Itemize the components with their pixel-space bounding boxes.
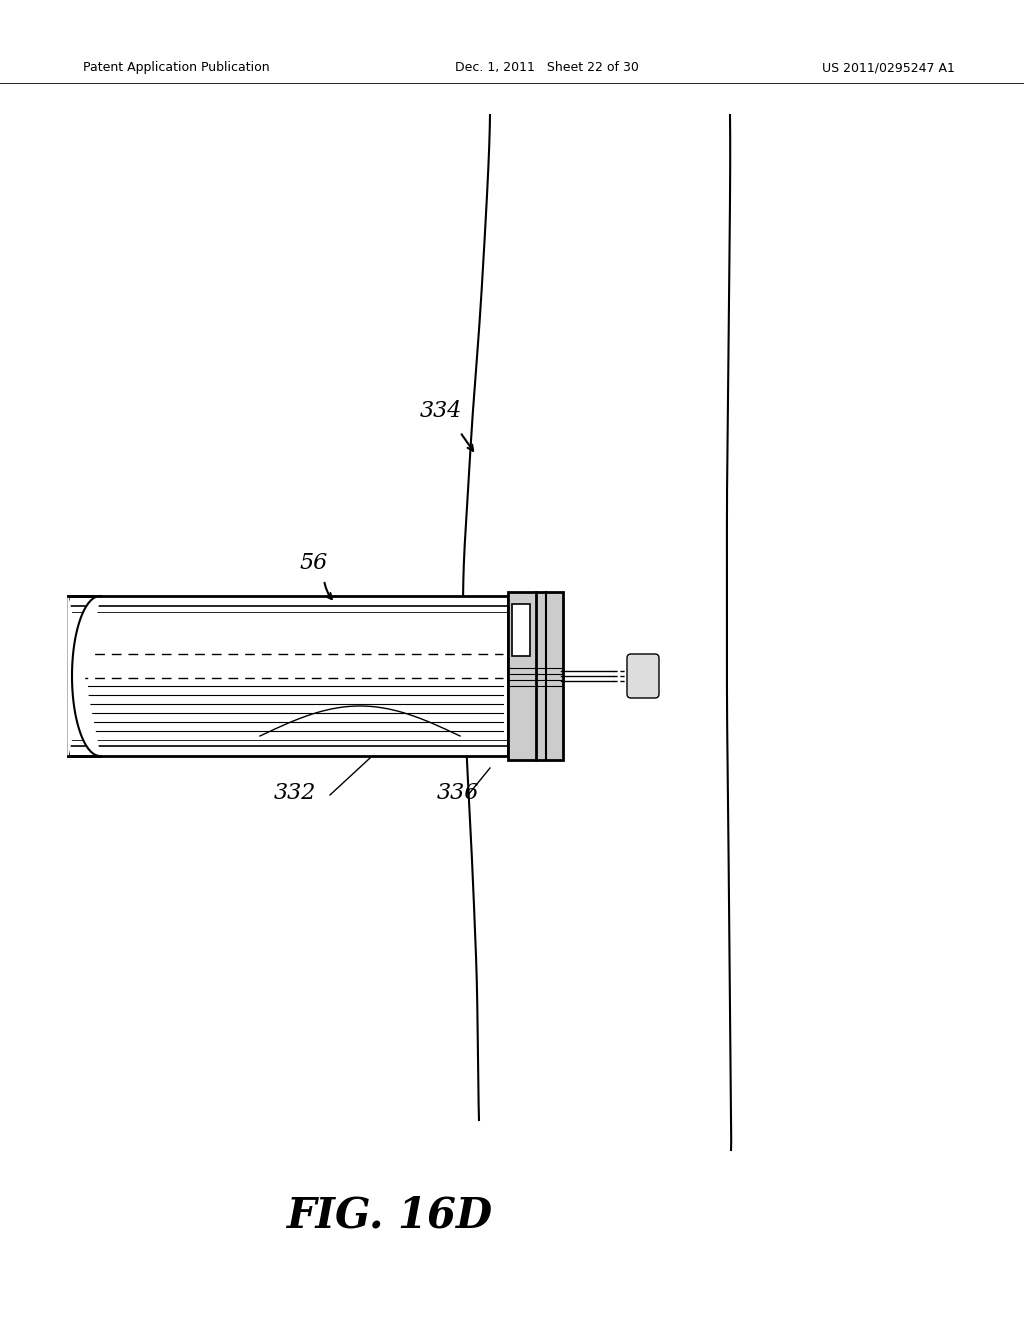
Text: US 2011/0295247 A1: US 2011/0295247 A1 [822, 62, 955, 74]
Text: Patent Application Publication: Patent Application Publication [83, 62, 269, 74]
Text: 56: 56 [300, 552, 329, 574]
FancyBboxPatch shape [627, 653, 659, 698]
Bar [512, 605, 530, 656]
Bar [68, 597, 508, 756]
Text: 336: 336 [437, 781, 479, 804]
Text: Dec. 1, 2011   Sheet 22 of 30: Dec. 1, 2011 Sheet 22 of 30 [455, 62, 639, 74]
Polygon shape [68, 597, 100, 756]
Bar [508, 591, 563, 760]
Text: FIG. 16D: FIG. 16D [287, 1195, 494, 1236]
Text: 334: 334 [420, 400, 463, 422]
Text: 332: 332 [273, 781, 316, 804]
